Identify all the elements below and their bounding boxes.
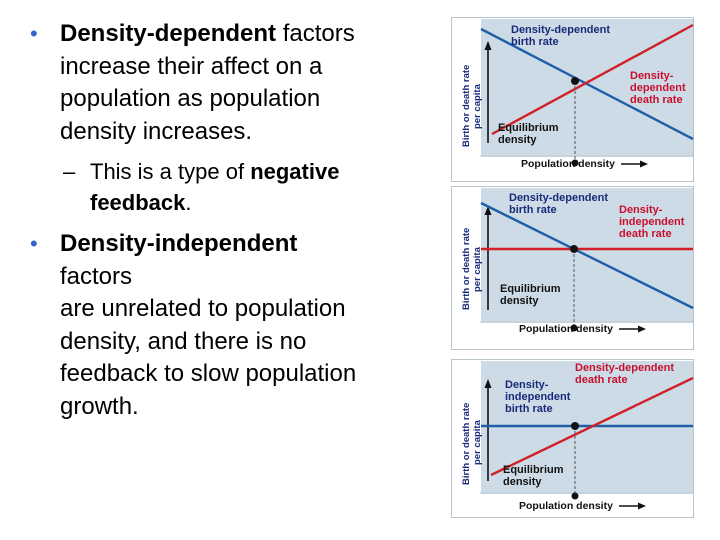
birth-rate-label: Density-dependent — [509, 192, 608, 204]
term-negative: negative — [250, 159, 340, 184]
birth-rate-label-2: birth rate — [509, 204, 557, 216]
death-rate-label: Density- — [619, 204, 663, 216]
equilibrium-label: Equilibrium — [500, 283, 561, 295]
panel-dependent-birth-dependent-death: Birth or death rate per capita Density-d… — [451, 17, 694, 182]
death-rate-line — [491, 23, 694, 136]
birth-rate-line — [480, 201, 694, 310]
sub-bullet-dash: – — [63, 159, 76, 184]
plot-background — [481, 361, 693, 494]
equilibrium-axis-point — [571, 492, 579, 500]
equilibrium-label: Equilibrium — [498, 122, 559, 134]
sub-bullet-text: This is a type of — [90, 159, 251, 184]
equilibrium-point — [571, 77, 579, 85]
y-axis-label: Birth or death rate — [461, 228, 472, 310]
bullet-density-independent: • Density-independent factors are unrela… — [28, 228, 428, 423]
bullet-text-line: increase their affect on a — [60, 52, 323, 80]
death-rate-label-2: death rate — [575, 374, 628, 386]
birth-rate-label-2: independent — [505, 391, 571, 403]
bullet-text-line: are unrelated to population — [60, 295, 346, 322]
sub-bullet-negative-feedback: – This is a type of negative feedback. — [28, 156, 428, 218]
death-rate-label: Density- — [630, 70, 674, 82]
equilibrium-label-2: density — [503, 476, 542, 488]
x-axis-arrow-icon — [638, 502, 646, 510]
death-rate-line — [490, 376, 694, 477]
bullet-text-line: factors — [60, 262, 133, 290]
x-axis-label: Population density — [521, 158, 615, 170]
equilibrium-axis-point — [571, 159, 579, 167]
bullet-density-dependent: • Density-dependent factors increase the… — [28, 18, 428, 148]
y-axis-arrow-icon — [484, 206, 492, 215]
bullet-list: • Density-dependent factors increase the… — [28, 18, 428, 423]
y-axis-arrow-icon — [484, 379, 492, 388]
equilibrium-label: Equilibrium — [503, 464, 564, 476]
death-rate-label-2: dependent — [630, 82, 686, 94]
x-axis-arrow-icon — [638, 325, 646, 333]
sub-bullet-end: . — [185, 190, 192, 215]
equilibrium-point — [570, 245, 578, 253]
bullet-text-line: density increases. — [60, 117, 253, 145]
equilibrium-axis-point — [570, 324, 578, 332]
x-axis-arrow-icon — [640, 160, 648, 168]
birth-rate-label: Density- — [505, 379, 549, 391]
term-feedback: feedback — [90, 190, 186, 215]
equilibrium-label-2: density — [500, 295, 539, 307]
x-axis-label: Population density — [519, 323, 613, 335]
bullet-text-line: population as population — [60, 85, 321, 112]
birth-rate-label-2: birth rate — [511, 36, 559, 48]
birth-rate-label: Density-dependent — [511, 24, 610, 36]
bullet-marker: • — [30, 231, 38, 256]
birth-rate-label-3: birth rate — [505, 403, 553, 415]
equilibrium-label-2: density — [498, 134, 537, 146]
y-axis-label-2: per capita — [472, 246, 483, 292]
birth-rate-line — [480, 27, 694, 141]
y-axis-label: Birth or death rate — [461, 403, 472, 485]
bullet-text-line: density, and there is no — [60, 327, 307, 355]
y-axis-label-2: per capita — [472, 419, 483, 465]
panel-independent-birth-dependent-death: Birth or death rate per capita Density- … — [451, 359, 694, 518]
bullet-text-line: growth. — [60, 392, 139, 420]
panel-dependent-birth-independent-death: Birth or death rate per capita Density-d… — [451, 186, 694, 350]
equilibrium-point — [571, 422, 579, 430]
death-rate-label-3: death rate — [619, 228, 672, 240]
death-rate-label: Density-dependent — [575, 362, 674, 374]
bullet-text: factors — [276, 20, 355, 47]
death-rate-label-3: death rate — [630, 94, 683, 106]
y-axis-label: Birth or death rate — [461, 65, 472, 147]
term-density-independent: Density-independent — [60, 230, 298, 257]
y-axis-arrow-icon — [484, 41, 492, 50]
y-axis-label-2: per capita — [472, 83, 483, 129]
bullet-marker: • — [30, 21, 38, 46]
term-density-dependent: Density-dependent — [60, 20, 277, 47]
x-axis-label: Population density — [519, 500, 613, 512]
death-rate-label-2: independent — [619, 216, 685, 228]
bullet-text-line: feedback to slow population — [60, 360, 357, 387]
plot-background — [481, 19, 693, 157]
